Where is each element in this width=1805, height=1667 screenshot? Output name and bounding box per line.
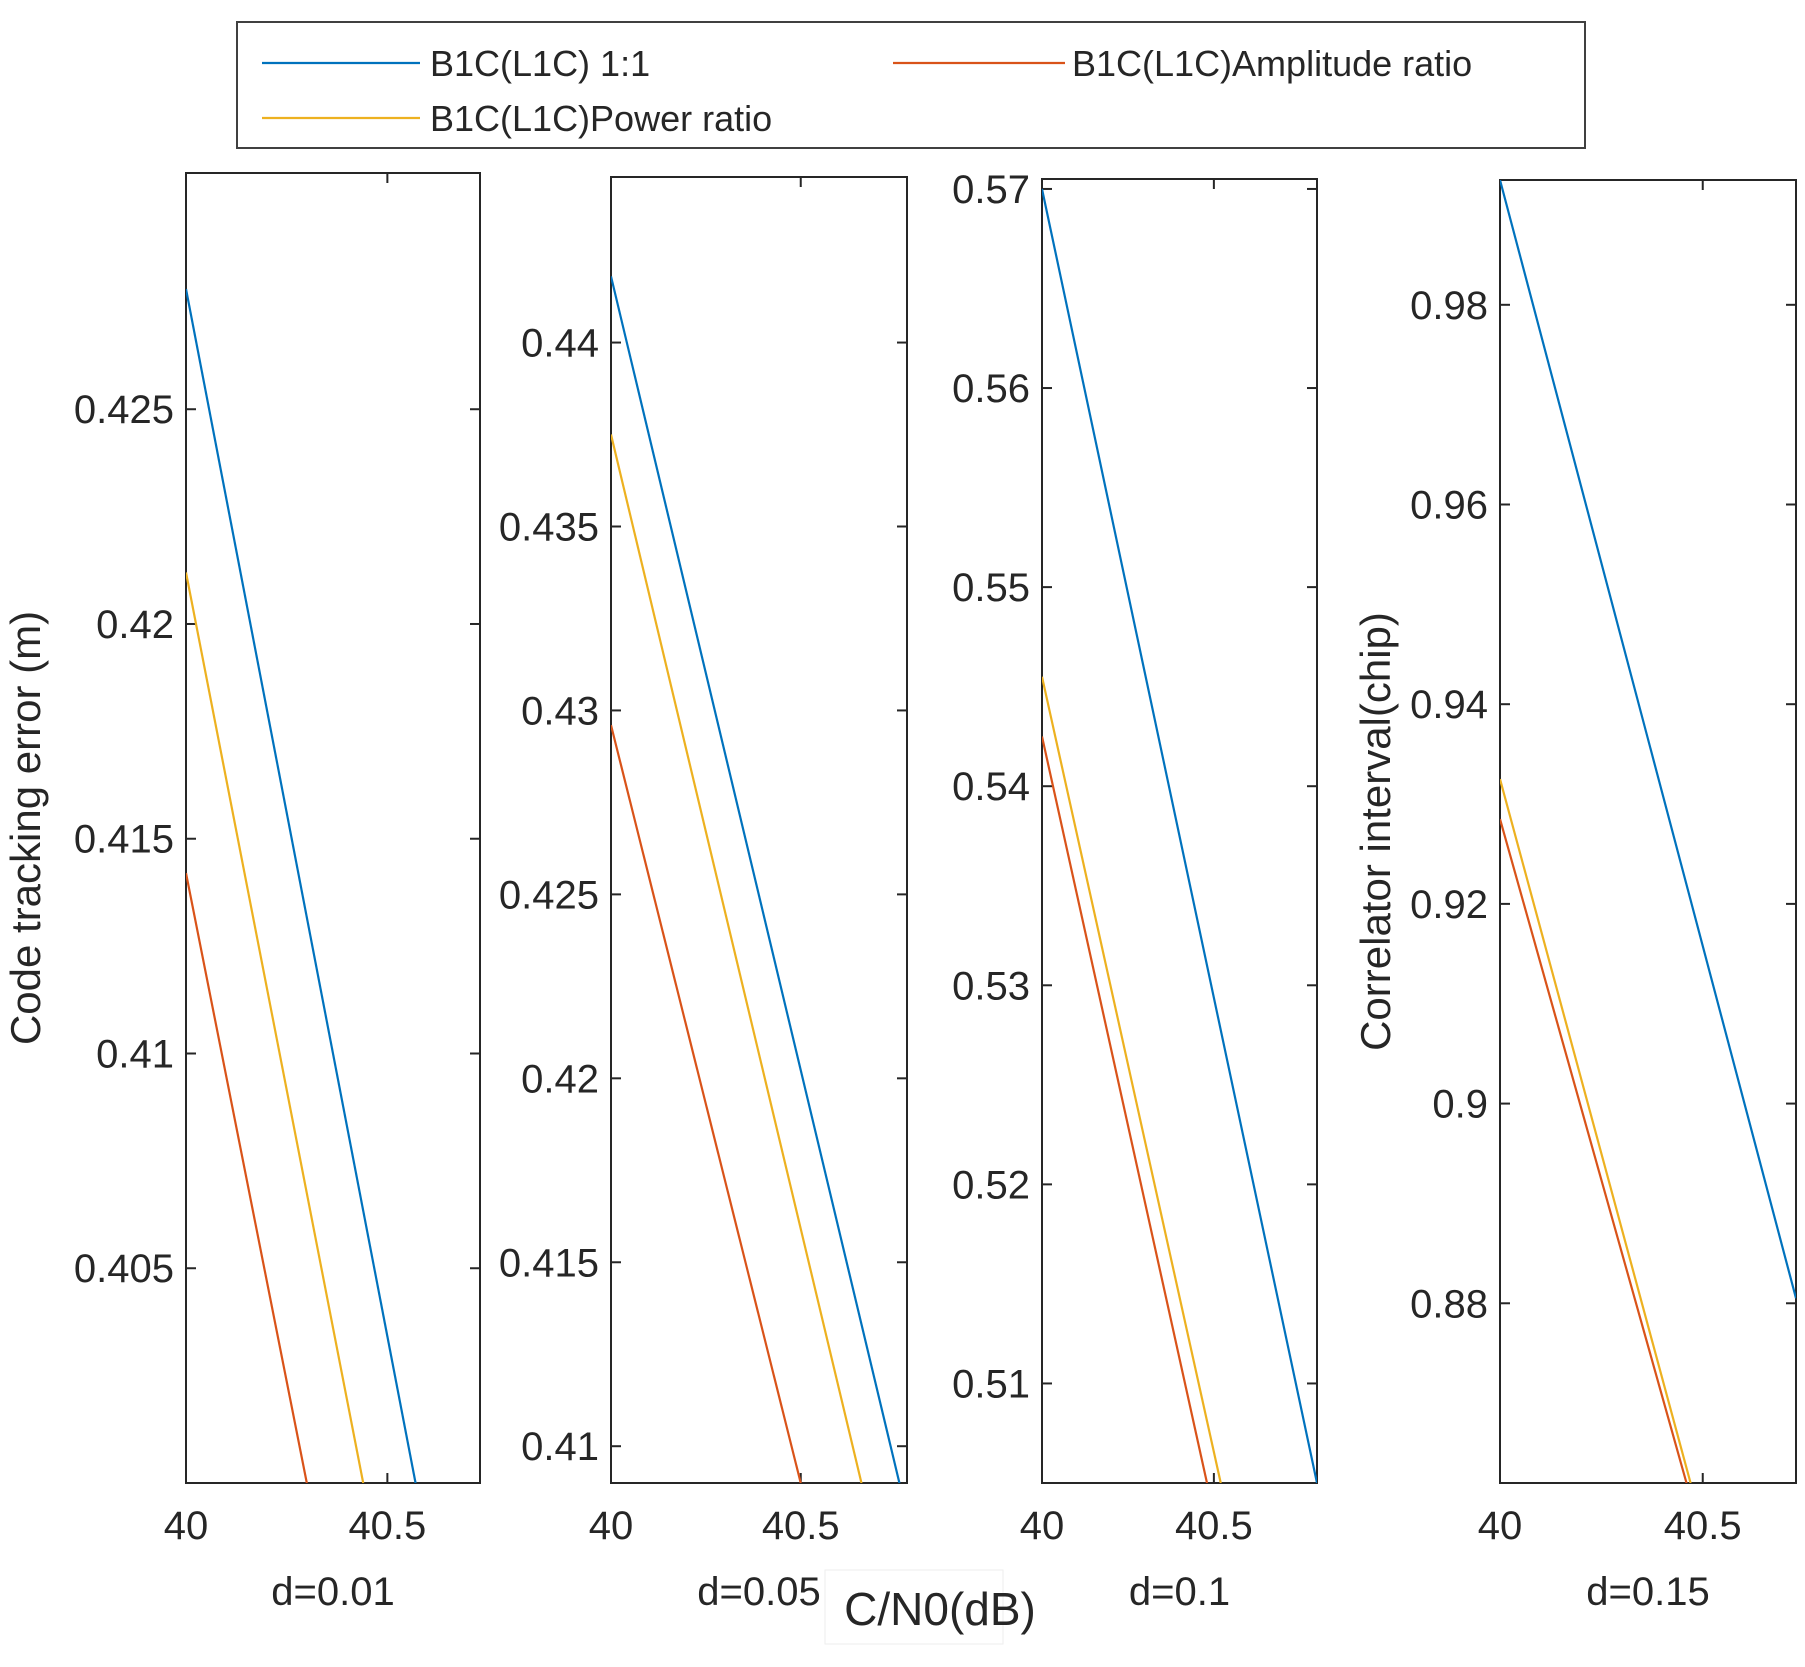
panel-d-0-01-ytick-label: 0.405 <box>74 1247 174 1291</box>
panel-d-0-05-axes-box <box>610 176 908 1484</box>
panel-d-0-15: 0.88 0.9 0.92 0.94 0.96 0.98 40 40.5 d=0.15 Corre… <box>1352 179 1797 1614</box>
panel-d-0-05-ytick-label: 0.425 <box>499 873 599 917</box>
panel-d-0-05-xtick-label: 40.5 <box>762 1504 840 1548</box>
panel-d-0-01: 0.405 0.41 0.415 0.42 0.425 40 40.5 d=0.01 Code … <box>2 172 481 1614</box>
panel-d-0-1-ytick-label: 0.55 <box>952 566 1030 610</box>
legend-label-series-2: B1C(L1C)Amplitude ratio <box>1072 43 1472 84</box>
panel-d-0-1-series-group <box>1042 188 1317 1483</box>
panel-d-0-1-ytick-label: 0.53 <box>952 964 1030 1008</box>
panel-d-0-05-xlabel: d=0.05 <box>697 1570 820 1614</box>
panel-d-0-1-ytick-label: 0.52 <box>952 1163 1030 1207</box>
panel-d-0-15-series-line-1 <box>1500 180 1796 1299</box>
legend-label-series-3: B1C(L1C)Power ratio <box>430 98 772 139</box>
panel-d-0-1-series-line-1 <box>1042 188 1317 1483</box>
panel-d-0-01-xtick-label: 40.5 <box>348 1504 426 1548</box>
panel-d-0-01-ytick-label: 0.425 <box>74 388 174 432</box>
legend: B1C(L1C) 1:1 B1C(L1C)Amplitude ratio B1C… <box>236 21 1586 149</box>
panel-d-0-15-xlabel: d=0.15 <box>1586 1570 1709 1614</box>
panel-d-0-15-ytick-label: 0.96 <box>1410 484 1488 528</box>
panel-d-0-15-ytick-label: 0.9 <box>1432 1083 1488 1127</box>
panel-d-0-05-ytick-label: 0.43 <box>521 689 599 733</box>
panel-d-0-1-series-line-2 <box>1042 736 1209 1483</box>
panel-d-0-05-series-line-3 <box>611 434 863 1483</box>
shared-xlabel-box <box>824 1569 1004 1645</box>
panel-d-0-01-axes-box <box>185 172 481 1484</box>
panel-d-0-05-series-line-1 <box>611 276 901 1483</box>
panel-d-0-15-ytick-label: 0.88 <box>1410 1282 1488 1326</box>
panel-d-0-05: 0.41 0.415 0.42 0.425 0.43 0.435 0.44 40 40.5 d=0… <box>499 176 908 1614</box>
panel-d-0-01-ytick-label: 0.42 <box>96 603 174 647</box>
panel-d-0-01-series-line-1 <box>186 288 417 1483</box>
panel-d-0-15-ytick-label: 0.98 <box>1410 284 1488 328</box>
panel-d-0-05-series-group <box>611 276 901 1483</box>
panel-d-0-15-axes-box <box>1499 179 1797 1484</box>
panel-d-0-05-ytick-label: 0.44 <box>521 322 599 366</box>
panel-d-0-01-xlabel: d=0.01 <box>271 1570 394 1614</box>
panel-d-0-1-series-line-3 <box>1042 676 1222 1483</box>
panel-d-0-1-xtick-label: 40.5 <box>1175 1504 1253 1548</box>
panel-d-0-05-ytick-label: 0.41 <box>521 1425 599 1469</box>
panel-d-0-01-xtick-label: 40 <box>164 1504 209 1548</box>
panel-d-0-1-ytick-label: 0.51 <box>952 1362 1030 1406</box>
panel-d-0-15-series-group <box>1500 180 1796 1483</box>
shared-xlabel: C/N0(dB) <box>844 1583 1036 1635</box>
panel-d-0-01-series-line-2 <box>186 872 308 1483</box>
panel-d-0-15-ytick-label: 0.94 <box>1410 683 1488 727</box>
legend-box <box>236 21 1586 149</box>
panel-d-0-1-xtick-label: 40 <box>1020 1504 1065 1548</box>
panel-d-0-05-ytick-label: 0.42 <box>521 1057 599 1101</box>
panel-d-0-01-series-group <box>186 288 417 1483</box>
panel-d-0-15-series-line-3 <box>1500 778 1692 1483</box>
panel-d-0-15-xtick-label: 40.5 <box>1664 1504 1742 1548</box>
panel-d-0-15-series-line-2 <box>1500 818 1688 1483</box>
legend-label-series-1: B1C(L1C) 1:1 <box>430 43 650 84</box>
panel-d-0-15-xtick-label: 40 <box>1478 1504 1523 1548</box>
panel-d-0-05-series-line-2 <box>611 724 802 1483</box>
panel-d-0-1-ytick-label: 0.57 <box>952 168 1030 212</box>
panel-d-0-05-ytick-label: 0.415 <box>499 1241 599 1285</box>
panel-d-0-05-xtick-label: 40 <box>589 1504 634 1548</box>
panel-d-0-01-ylabel: Code tracking error (m) <box>2 611 49 1045</box>
panel-d-0-15-ytick-label: 0.92 <box>1410 883 1488 927</box>
panel-d-0-1-ytick-label: 0.54 <box>952 765 1030 809</box>
panel-d-0-1: 0.51 0.52 0.53 0.54 0.55 0.56 0.57 40 40.5 d=0.1 <box>952 168 1318 1614</box>
panel-d-0-05-ytick-label: 0.435 <box>499 505 599 549</box>
panel-d-0-01-ytick-label: 0.41 <box>96 1032 174 1076</box>
panel-d-0-01-series-line-3 <box>186 572 365 1483</box>
panel-d-0-01-ytick-label: 0.415 <box>74 818 174 862</box>
panel-d-0-15-ylabel: Correlator interval(chip) <box>1352 612 1399 1051</box>
panel-d-0-1-ytick-label: 0.56 <box>952 367 1030 411</box>
panel-d-0-1-xlabel: d=0.1 <box>1129 1570 1230 1614</box>
